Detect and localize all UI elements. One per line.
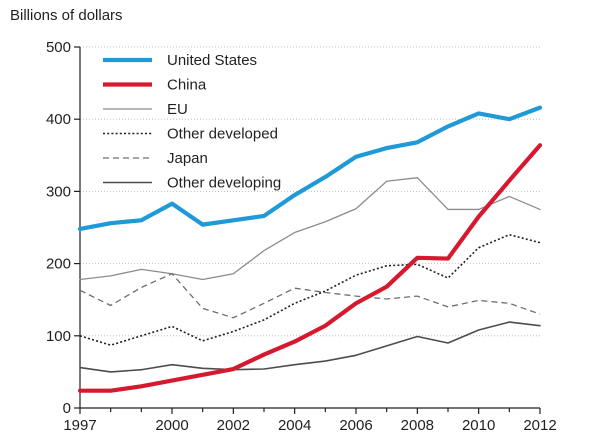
- legend-item-eu: EU: [103, 101, 188, 118]
- y-tick-label-200: 200: [46, 256, 71, 273]
- x-tick-label-2004: 2004: [278, 417, 311, 434]
- series-line-china: [77, 143, 543, 393]
- y-tick-label-300: 300: [46, 183, 71, 200]
- legend-label-japan: Japan: [167, 150, 208, 167]
- x-tick-label-2010: 2010: [462, 417, 495, 434]
- x-tick-label-1997: 1997: [63, 417, 96, 434]
- legend-item-china: China: [103, 77, 207, 94]
- y-tick-label-400: 400: [46, 111, 71, 128]
- y-tick-label-500: 500: [46, 39, 71, 56]
- legend-item-other-developed: Other developed: [103, 126, 278, 143]
- series-line-eu: [79, 177, 541, 281]
- series-line-japan: [79, 273, 541, 319]
- x-tick-label-2012: 2012: [523, 417, 556, 434]
- x-tick-label-2002: 2002: [217, 417, 250, 434]
- legend-item-united-states: United States: [103, 52, 257, 69]
- legend-label-eu: EU: [167, 101, 188, 118]
- series-line-united-states: [77, 105, 543, 232]
- legend-item-japan: Japan: [103, 150, 208, 167]
- legend-label-other-developing: Other developing: [167, 175, 281, 192]
- legend-label-other-developed: Other developed: [167, 126, 278, 143]
- series-line-other-developing: [79, 321, 541, 373]
- y-tick-label-0: 0: [63, 400, 71, 417]
- series-lines: [77, 105, 543, 393]
- y-axis-unit-label: Billions of dollars: [10, 7, 123, 24]
- x-tick-label-2006: 2006: [339, 417, 372, 434]
- gridlines: [80, 46, 540, 337]
- y-tick-label-100: 100: [46, 328, 71, 345]
- x-tick-label-2000: 2000: [155, 417, 188, 434]
- x-axis-ticks: 1997 2000 2002 2004 2006 2008 2010 2012: [63, 408, 557, 434]
- y-axis-ticks: 0 100 200 300 400 500: [46, 39, 80, 417]
- x-tick-label-2008: 2008: [401, 417, 434, 434]
- legend: United States China EU Other developed Japan…: [103, 52, 281, 192]
- legend-label-united-states: United States: [167, 52, 257, 69]
- series-line-other-developed: [79, 233, 541, 346]
- legend-label-china: China: [167, 77, 207, 94]
- legend-item-other-developing: Other developing: [103, 175, 281, 192]
